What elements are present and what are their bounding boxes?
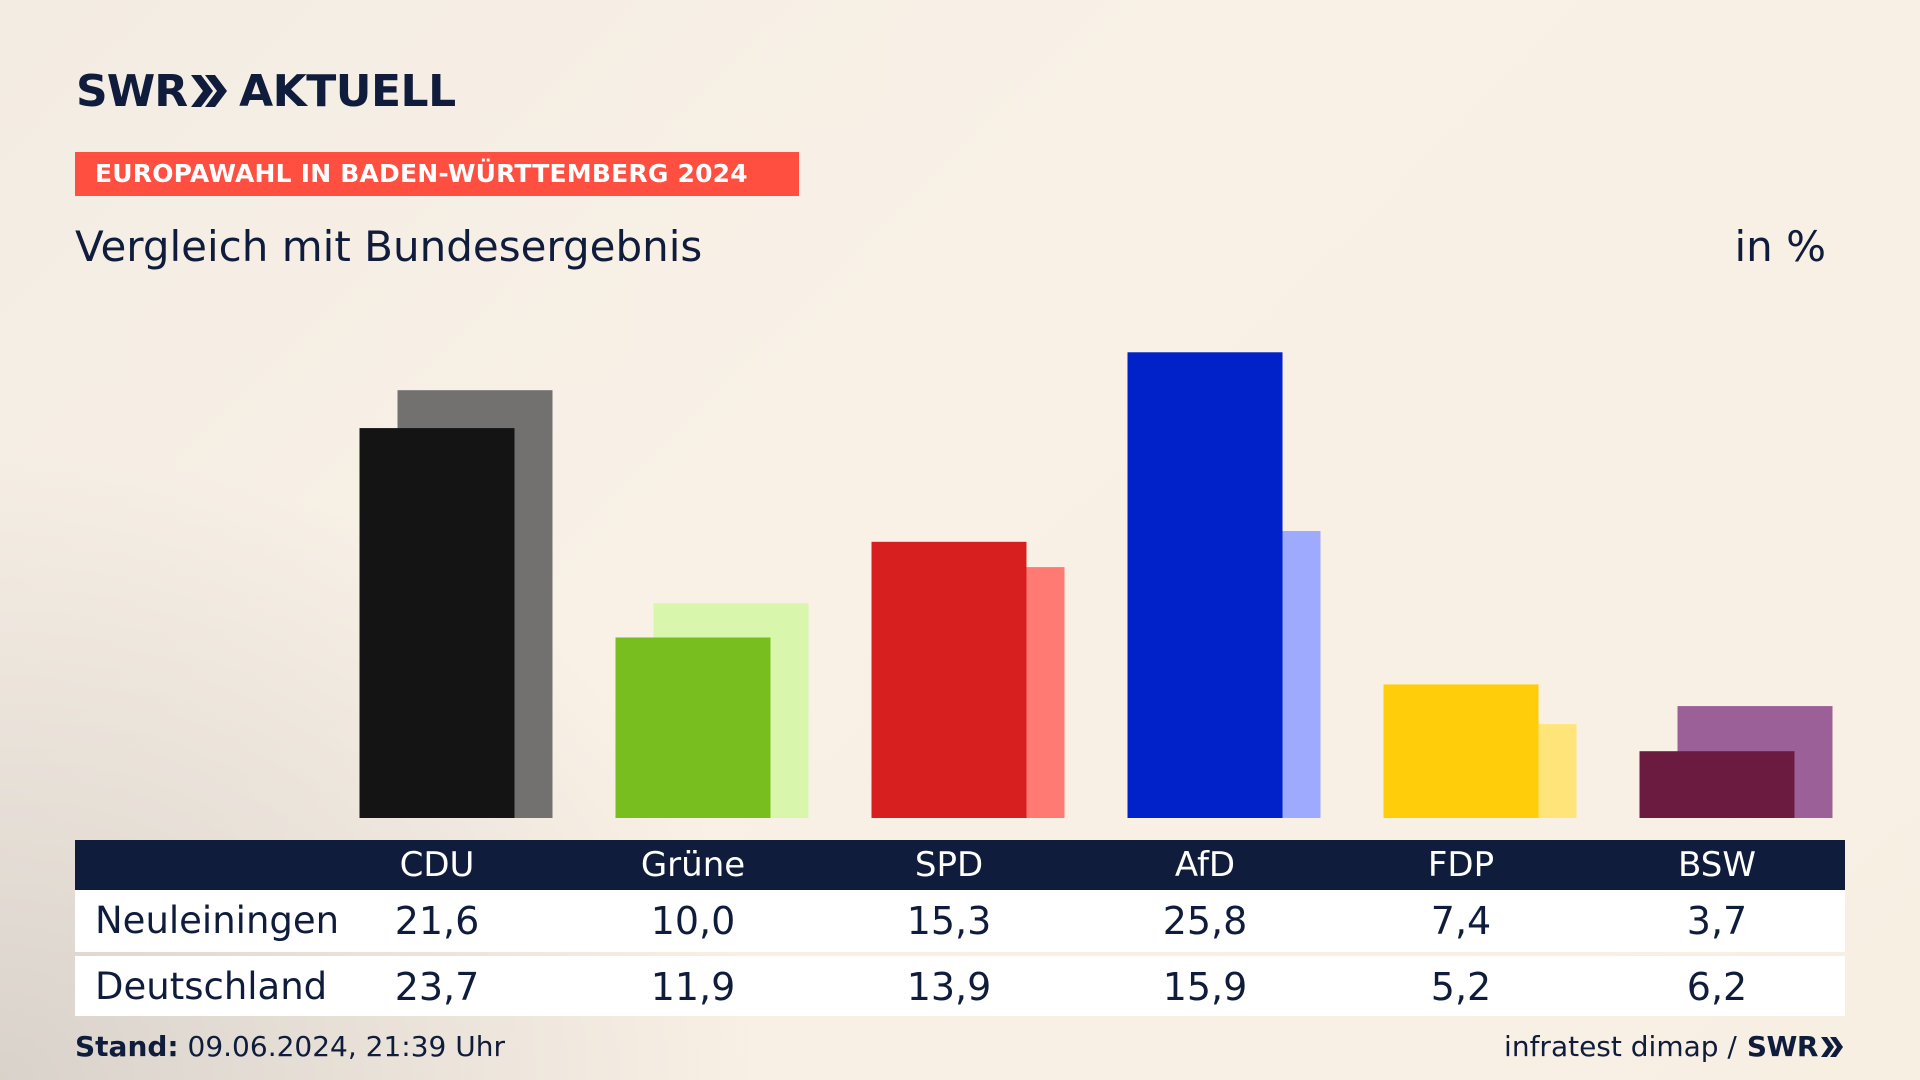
bar-local-2 xyxy=(871,541,1027,818)
value-local-1: 10,0 xyxy=(650,899,736,943)
bar-local-4 xyxy=(1383,684,1539,818)
stand-label: Stand: xyxy=(75,1030,179,1063)
value-local-0: 21,6 xyxy=(394,899,480,943)
value-local-3: 25,8 xyxy=(1162,899,1248,943)
footer-swr-logo: SWR xyxy=(1746,1030,1819,1063)
bar-local-0 xyxy=(359,428,515,818)
double-chevron-icon xyxy=(1821,1036,1843,1057)
stand-value: 09.06.2024, 21:39 Uhr xyxy=(187,1030,505,1063)
category-label-3: AfD xyxy=(1174,845,1236,885)
value-national-0: 23,7 xyxy=(394,965,480,1009)
chart-subtitle: Vergleich mit Bundesergebnis xyxy=(75,222,703,271)
source-text: infratest dimap / xyxy=(1504,1030,1737,1063)
logo-aktuell-text: AKTUELL xyxy=(239,65,456,117)
row-label-national: Deutschland xyxy=(95,965,328,1008)
results-table: CDU Grüne SPD AfD FDP BSW Neuleiningen 21,6 10… xyxy=(75,840,1845,1016)
value-local-4: 7,4 xyxy=(1430,899,1492,943)
value-national-3: 15,9 xyxy=(1162,965,1248,1009)
table-row: Neuleiningen 21,6 10,0 15,3 25,8 7,4 3,7 xyxy=(75,890,1845,952)
logo-swr-text: SWR xyxy=(76,65,188,117)
unit-label: in % xyxy=(1734,222,1826,271)
double-chevron-icon xyxy=(191,75,228,107)
category-label-5: BSW xyxy=(1678,845,1756,885)
bar-local-3 xyxy=(1127,352,1283,818)
timestamp: Stand: 09.06.2024, 21:39 Uhr xyxy=(75,1030,505,1063)
value-national-4: 5,2 xyxy=(1430,965,1492,1009)
swr-aktuell-logo: SWR AKTUELL xyxy=(76,65,456,117)
row-label-local: Neuleiningen xyxy=(95,899,340,942)
source-credit: infratest dimap / SWR xyxy=(1504,1030,1844,1063)
value-national-2: 13,9 xyxy=(906,965,992,1009)
value-national-5: 6,2 xyxy=(1686,965,1748,1009)
table-header: CDU Grüne SPD AfD FDP BSW xyxy=(75,840,1845,890)
election-tag: EUROPAWAHL IN BADEN-WÜRTTEMBERG 2024 xyxy=(75,152,799,196)
value-local-2: 15,3 xyxy=(906,899,992,943)
bar-local-1 xyxy=(615,637,771,818)
bar-local-5 xyxy=(1639,751,1795,818)
table-row: Deutschland 23,7 11,9 13,9 15,9 5,2 6,2 xyxy=(75,956,1845,1016)
value-local-5: 3,7 xyxy=(1686,899,1748,943)
category-label-1: Grüne xyxy=(640,845,746,885)
category-label-0: CDU xyxy=(399,845,475,885)
value-national-1: 11,9 xyxy=(650,965,736,1009)
category-label-2: SPD xyxy=(914,845,984,885)
category-label-4: FDP xyxy=(1427,845,1495,885)
